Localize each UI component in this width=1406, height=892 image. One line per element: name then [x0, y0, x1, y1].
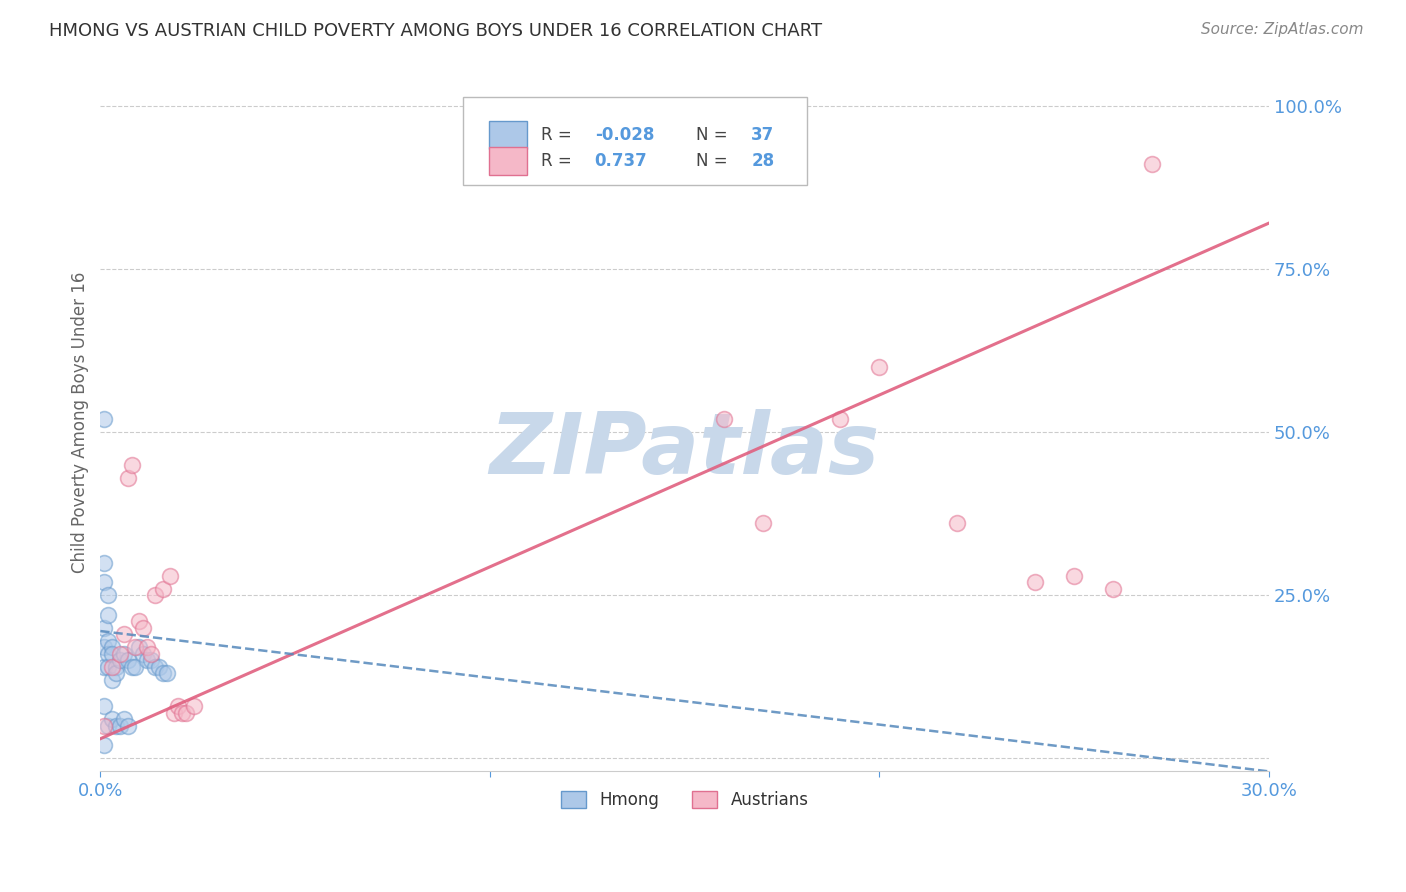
Point [121, 458, 143, 472]
Point [104, 719, 127, 733]
Point [159, 568, 181, 582]
Point [128, 614, 150, 628]
Point [117, 719, 139, 733]
Point [97, 660, 120, 674]
Point [112, 712, 135, 726]
Point [93, 660, 115, 674]
Point [93, 739, 115, 753]
FancyBboxPatch shape [463, 97, 807, 185]
Point [101, 673, 124, 687]
Point [93, 556, 115, 570]
Point [97, 588, 120, 602]
Text: 28: 28 [751, 153, 775, 170]
Point [946, 516, 969, 531]
Text: 0.737: 0.737 [595, 153, 647, 170]
Point [93, 412, 115, 426]
Point [139, 653, 162, 667]
Text: -0.028: -0.028 [595, 126, 654, 144]
Text: HMONG VS AUSTRIAN CHILD POVERTY AMONG BOYS UNDER 16 CORRELATION CHART: HMONG VS AUSTRIAN CHILD POVERTY AMONG BO… [49, 22, 823, 40]
Point [117, 470, 139, 484]
Point [1063, 568, 1085, 582]
Point [93, 621, 115, 635]
Point [139, 647, 162, 661]
Point [167, 699, 190, 714]
Point [108, 653, 131, 667]
Point [101, 640, 124, 655]
Point [713, 412, 735, 426]
Y-axis label: Child Poverty Among Boys Under 16: Child Poverty Among Boys Under 16 [72, 271, 89, 573]
Point [143, 660, 166, 674]
Point [121, 660, 143, 674]
Point [174, 706, 197, 720]
Text: R =: R = [541, 126, 576, 144]
Point [148, 660, 170, 674]
Point [108, 647, 131, 661]
Point [143, 588, 166, 602]
Text: ZIPatlas: ZIPatlas [489, 409, 880, 491]
Point [128, 640, 150, 655]
Legend: Hmong, Austrians: Hmong, Austrians [554, 784, 815, 815]
Point [152, 666, 174, 681]
Point [101, 660, 124, 674]
Point [112, 627, 135, 641]
Point [136, 640, 159, 655]
Text: N =: N = [696, 126, 733, 144]
Point [97, 647, 120, 661]
Point [93, 699, 115, 714]
Point [101, 647, 124, 661]
Point [163, 706, 186, 720]
Bar [489, 147, 527, 175]
Point [93, 640, 115, 655]
Point [112, 647, 135, 661]
Point [751, 516, 773, 531]
Point [117, 653, 139, 667]
Point [136, 653, 159, 667]
Point [152, 582, 174, 596]
Point [97, 607, 120, 622]
Point [172, 706, 194, 720]
Point [97, 719, 120, 733]
Text: Source: ZipAtlas.com: Source: ZipAtlas.com [1201, 22, 1364, 37]
Point [132, 647, 155, 661]
Point [183, 699, 205, 714]
Point [93, 719, 115, 733]
Point [124, 640, 146, 655]
Text: R =: R = [541, 153, 576, 170]
Point [108, 719, 131, 733]
Point [1140, 157, 1163, 171]
Point [1024, 575, 1046, 590]
Text: N =: N = [696, 153, 733, 170]
Point [124, 660, 146, 674]
Point [830, 412, 852, 426]
Point [155, 666, 177, 681]
Bar [489, 120, 527, 149]
Point [101, 712, 124, 726]
Point [104, 666, 127, 681]
Point [132, 621, 155, 635]
Point [104, 660, 127, 674]
Point [868, 359, 890, 374]
Point [93, 575, 115, 590]
Point [1102, 582, 1125, 596]
Text: 37: 37 [751, 126, 775, 144]
Point [97, 633, 120, 648]
